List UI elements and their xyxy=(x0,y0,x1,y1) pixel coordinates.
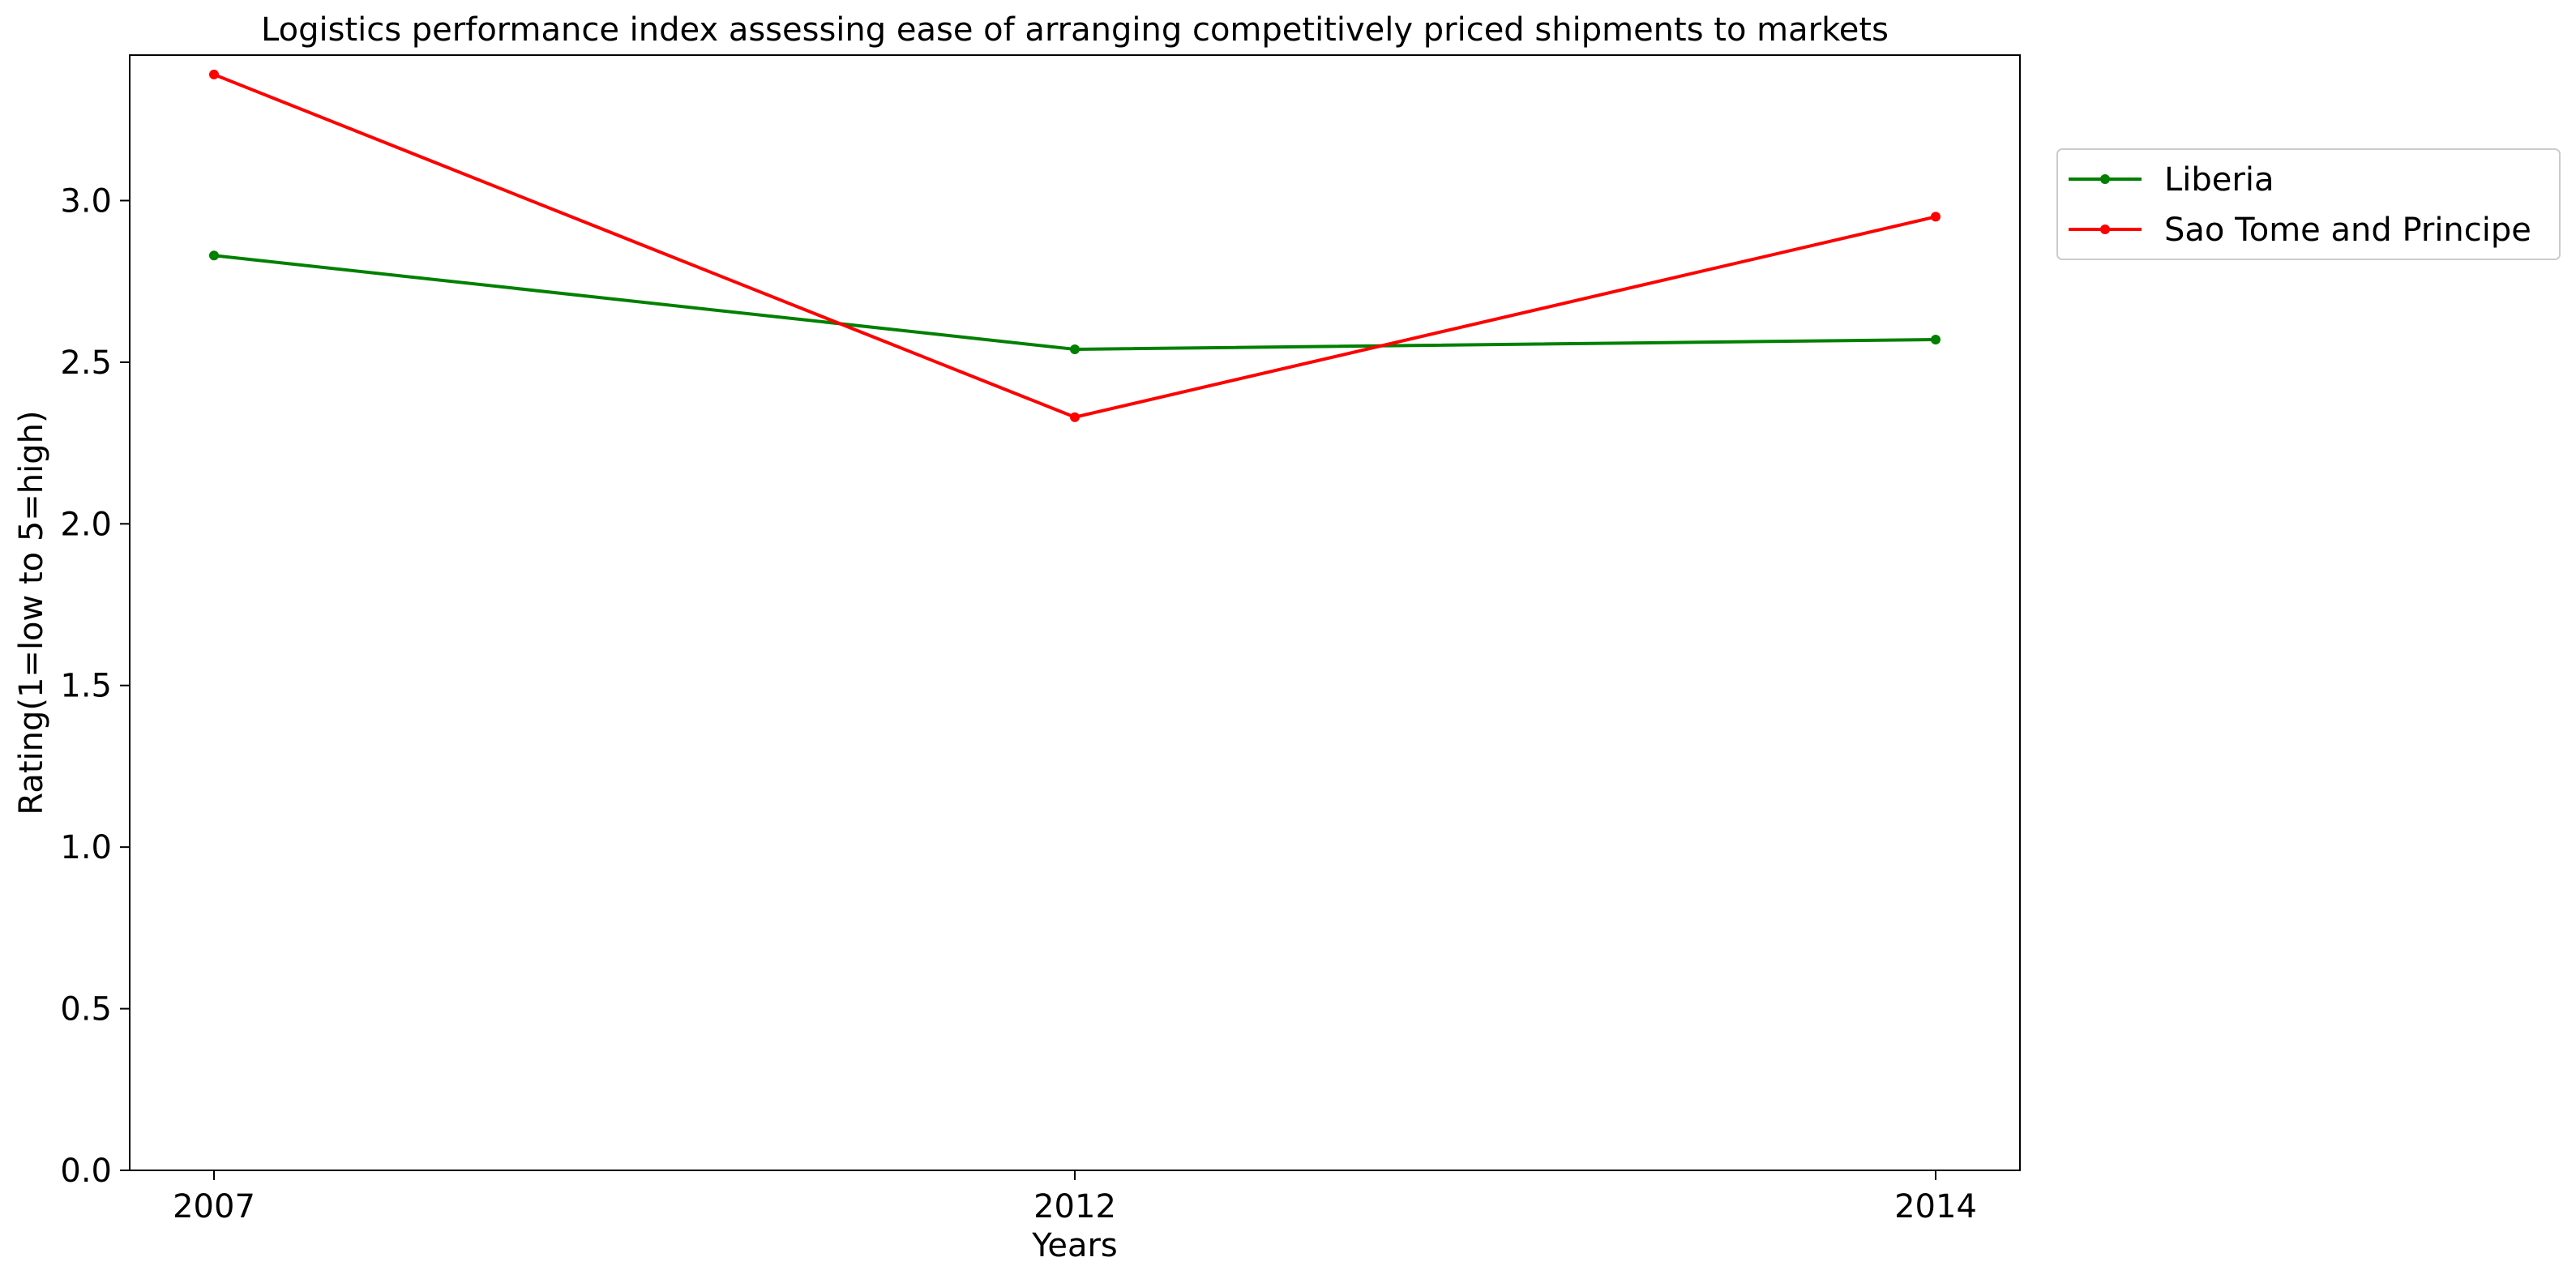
x-axis: 2007 2012 2014 xyxy=(173,1170,1977,1225)
legend-box xyxy=(2056,148,2561,260)
plot-area xyxy=(129,54,2021,1171)
y-tick-label: 0.0 xyxy=(60,1153,112,1190)
y-tick-label: 1.0 xyxy=(60,829,112,866)
x-tick-label: 2007 xyxy=(173,1188,255,1225)
series-liberia xyxy=(209,250,1941,354)
x-axis-label: Years xyxy=(1031,1227,1118,1264)
data-point xyxy=(1931,334,1941,344)
legend-marker xyxy=(2100,174,2110,184)
data-point xyxy=(209,69,219,79)
series-sao-tome-and-principe xyxy=(209,69,1941,422)
legend: Liberia Sao Tome and Principe xyxy=(2056,148,2561,260)
data-point xyxy=(1070,412,1080,422)
series-line xyxy=(213,254,1936,351)
y-axis: 0.0 0.5 1.0 1.5 2.0 2.5 3.0 xyxy=(60,182,130,1190)
chart-title: Logistics performance index assessing ea… xyxy=(261,11,1889,49)
legend-label: Liberia xyxy=(2164,161,2274,199)
y-tick-label: 1.5 xyxy=(60,668,112,705)
x-tick-label: 2012 xyxy=(1033,1188,1116,1225)
series-layer xyxy=(209,69,1941,422)
y-tick-label: 2.0 xyxy=(60,506,112,543)
data-point xyxy=(1070,344,1080,354)
y-tick-label: 3.0 xyxy=(60,182,112,220)
series-line xyxy=(213,73,1936,419)
data-point xyxy=(209,250,219,261)
x-tick-label: 2014 xyxy=(1894,1188,1977,1225)
y-tick-label: 2.5 xyxy=(60,344,112,382)
legend-marker xyxy=(2100,225,2110,234)
y-axis-label: Rating(1=low to 5=high) xyxy=(13,410,50,815)
legend-label: Sao Tome and Principe xyxy=(2164,212,2531,249)
data-point xyxy=(1931,212,1941,222)
y-tick-label: 0.5 xyxy=(60,991,112,1029)
